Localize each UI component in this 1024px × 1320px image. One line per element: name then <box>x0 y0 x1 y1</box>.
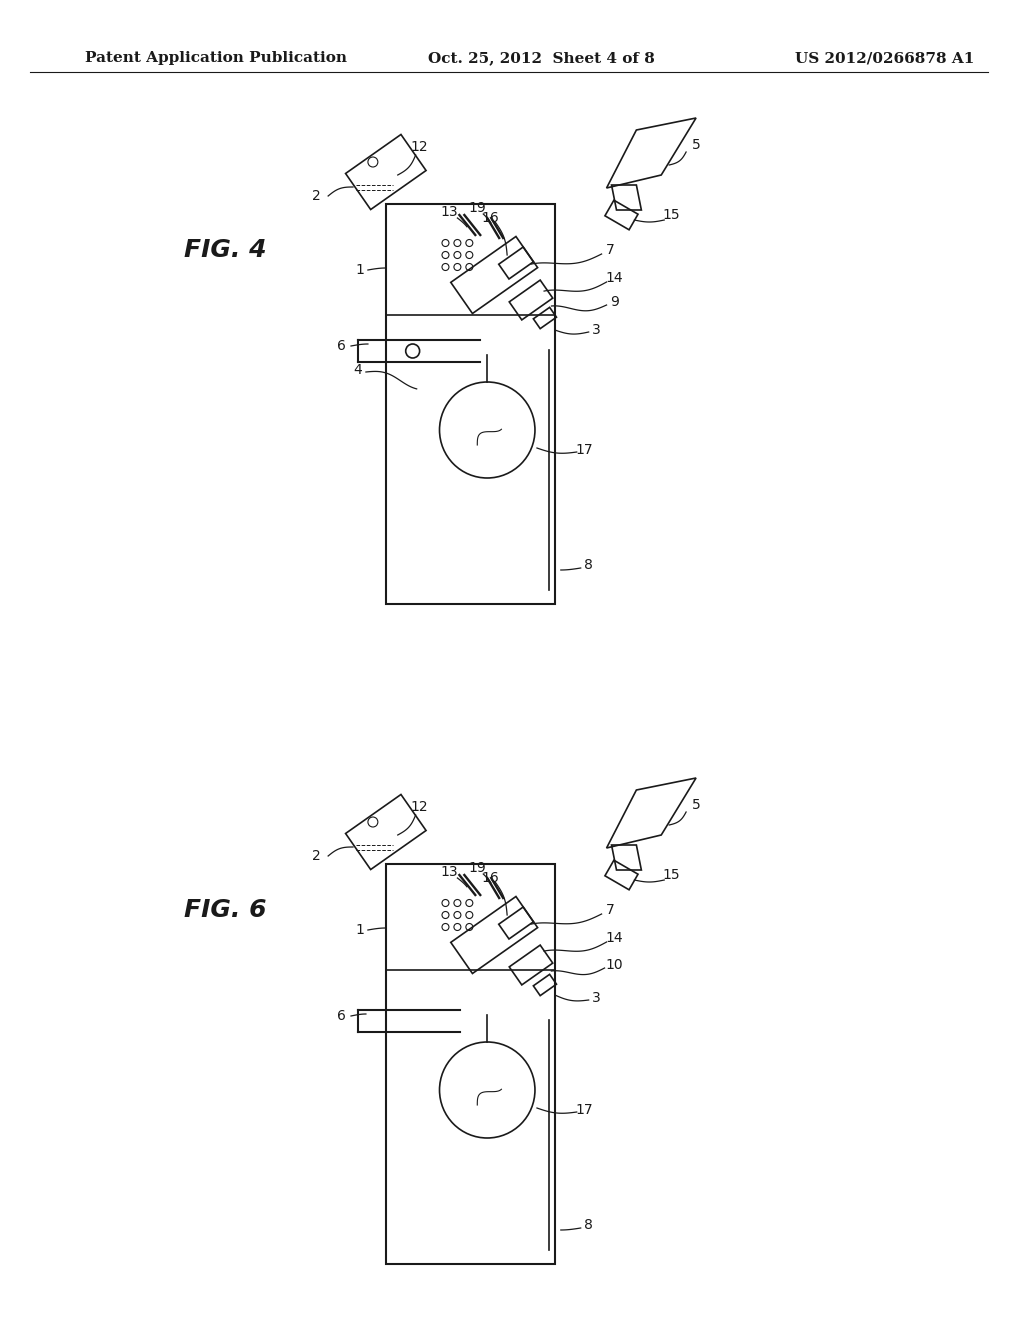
Text: 4: 4 <box>353 363 362 378</box>
Text: 13: 13 <box>440 865 459 879</box>
Text: 5: 5 <box>691 139 700 152</box>
Text: 1: 1 <box>355 923 365 937</box>
Text: 8: 8 <box>585 1218 593 1232</box>
Text: Oct. 25, 2012  Sheet 4 of 8: Oct. 25, 2012 Sheet 4 of 8 <box>428 51 654 65</box>
Text: US 2012/0266878 A1: US 2012/0266878 A1 <box>796 51 975 65</box>
Text: 19: 19 <box>468 861 486 875</box>
Text: 13: 13 <box>440 205 459 219</box>
Text: 3: 3 <box>592 323 601 337</box>
Text: 1: 1 <box>355 263 365 277</box>
Text: 15: 15 <box>663 209 680 222</box>
Text: 17: 17 <box>575 444 594 457</box>
Text: 16: 16 <box>481 871 499 884</box>
Text: 17: 17 <box>575 1104 594 1117</box>
Text: FIG. 4: FIG. 4 <box>184 238 266 261</box>
Text: 12: 12 <box>411 800 428 814</box>
Text: 14: 14 <box>606 931 624 945</box>
Text: 7: 7 <box>606 243 615 257</box>
Text: 14: 14 <box>606 271 624 285</box>
Text: 5: 5 <box>691 799 700 812</box>
Text: Patent Application Publication: Patent Application Publication <box>85 51 346 65</box>
Bar <box>386 865 555 1265</box>
Text: 7: 7 <box>606 903 615 917</box>
Text: FIG. 6: FIG. 6 <box>184 898 266 921</box>
Text: 10: 10 <box>606 958 624 972</box>
Text: 15: 15 <box>663 869 680 882</box>
Text: 6: 6 <box>337 1008 345 1023</box>
Text: 9: 9 <box>610 294 618 309</box>
Text: 16: 16 <box>481 211 499 224</box>
Text: 8: 8 <box>585 558 593 572</box>
Bar <box>386 205 555 605</box>
Text: 2: 2 <box>312 849 321 863</box>
Text: 2: 2 <box>312 189 321 203</box>
Text: 12: 12 <box>411 140 428 154</box>
Text: 6: 6 <box>337 339 345 352</box>
Text: 19: 19 <box>468 201 486 215</box>
Text: 3: 3 <box>592 991 601 1005</box>
